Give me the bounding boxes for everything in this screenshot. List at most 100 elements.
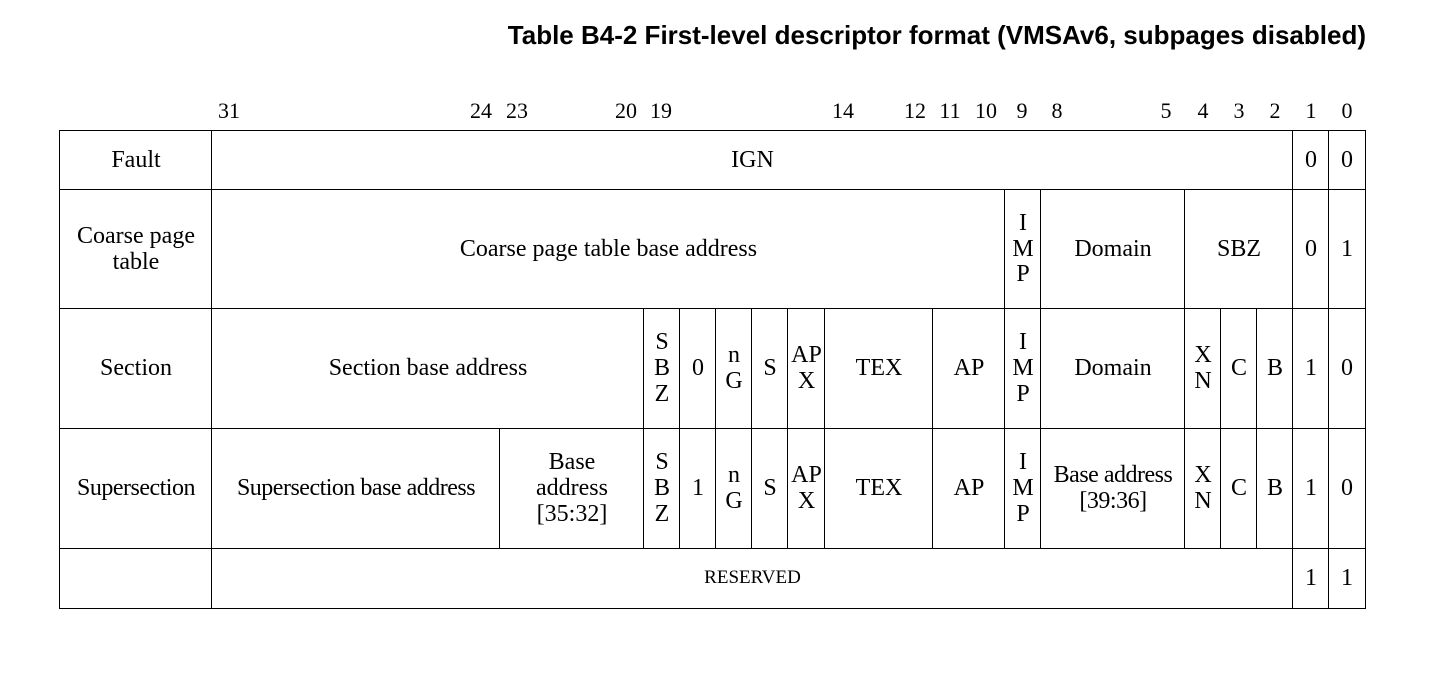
bit0-field: 1 — [1328, 548, 1366, 609]
sbz-field-label: SBZ — [1216, 235, 1261, 262]
xn-field: X N — [1184, 308, 1222, 430]
domain-field-label: Domain — [1074, 235, 1152, 262]
base-address-field-label: Supersection base address — [236, 475, 476, 502]
bit18-field: 1 — [679, 428, 717, 550]
ap-field-label: AP — [953, 355, 985, 382]
bit-number: 8 — [1051, 98, 1063, 123]
apx-field: AP X — [787, 308, 826, 430]
reserved-field: RESERVED — [211, 548, 1294, 609]
bit1-field-label: 0 — [1305, 235, 1317, 262]
bit18-field-label: 1 — [692, 475, 704, 502]
bit0-field: 0 — [1328, 428, 1366, 550]
tex-field-label: TEX — [855, 355, 903, 382]
sbz-field-label: S B Z — [653, 329, 670, 407]
domain-field-label: Domain — [1074, 355, 1152, 382]
bit1-field-label: 1 — [1305, 475, 1317, 502]
sbz-field-label: S B Z — [653, 449, 670, 527]
row-name: Fault — [59, 130, 213, 191]
tex-field: TEX — [824, 428, 934, 550]
tex-field: TEX — [824, 308, 934, 430]
bit-number: 19 — [650, 98, 672, 123]
imp-field: I M P — [1004, 428, 1042, 550]
bit1-field: 0 — [1292, 189, 1330, 310]
row-name-label: Fault — [111, 146, 161, 173]
extended-base-address-field: Base address [39:36] — [1040, 428, 1186, 550]
base-address-high-field: Base address [35:32] — [499, 428, 645, 550]
row-name-label: Supersection — [77, 475, 195, 502]
ap-field: AP — [932, 428, 1006, 550]
base-address-field-label: Section base address — [328, 355, 528, 382]
s-field: S — [751, 428, 789, 550]
apx-field: AP X — [787, 428, 826, 550]
bit0-field: 0 — [1328, 130, 1366, 191]
bit-number: 9 — [1016, 98, 1028, 123]
extended-base-address-field-label: Base address [39:36] — [1053, 462, 1173, 514]
bit-number: 3 — [1233, 98, 1245, 123]
xn-field-label: X N — [1194, 462, 1212, 514]
sbz-field: S B Z — [643, 308, 681, 430]
base-address-field: Supersection base address — [211, 428, 501, 550]
b-field: B — [1256, 308, 1294, 430]
bit1-field: 1 — [1292, 548, 1330, 609]
base-address-field: Coarse page table base address — [211, 189, 1006, 310]
imp-field-label: I M P — [1012, 329, 1034, 407]
bit1-field-label: 1 — [1305, 355, 1317, 382]
row-name: Section — [59, 308, 213, 430]
ap-field: AP — [932, 308, 1006, 430]
b-field-label: B — [1266, 355, 1283, 382]
domain-field: Domain — [1040, 308, 1186, 430]
row-name — [59, 548, 213, 609]
bit-number: 10 — [975, 98, 997, 123]
bit0-field-label: 1 — [1341, 235, 1353, 262]
s-field-label: S — [763, 355, 777, 382]
b-field-label: B — [1266, 475, 1283, 502]
bit1-field-label: 0 — [1305, 146, 1317, 173]
row-name-label: Coarse page table — [77, 222, 195, 275]
bit0-field-label: 1 — [1341, 564, 1353, 591]
sbz-field: S B Z — [643, 428, 681, 550]
reserved-field-label: RESERVED — [704, 567, 801, 589]
xn-field: X N — [1184, 428, 1222, 550]
bit-number: 2 — [1269, 98, 1281, 123]
imp-field: I M P — [1004, 189, 1042, 310]
bit-number: 5 — [1160, 98, 1172, 123]
imp-field-label: I M P — [1012, 209, 1034, 288]
bit0-field-label: 0 — [1341, 146, 1353, 173]
c-field: C — [1220, 428, 1258, 550]
ign-field-label: IGN — [731, 146, 774, 173]
apx-field-label: AP X — [791, 342, 822, 394]
bit-number: 31 — [218, 98, 240, 123]
bit-number: 24 — [470, 98, 492, 123]
bit-number: 20 — [615, 98, 637, 123]
bit-number: 0 — [1341, 98, 1353, 123]
bit-number: 1 — [1305, 98, 1317, 123]
base-address-field: Section base address — [211, 308, 645, 430]
apx-field-label: AP X — [791, 462, 822, 514]
ng-field-label: n G — [725, 342, 743, 394]
base-address-field-label: Coarse page table base address — [459, 235, 758, 262]
row-name-label: Section — [100, 355, 172, 382]
ap-field-label: AP — [953, 475, 985, 502]
s-field-label: S — [763, 475, 777, 502]
row-name: Coarse page table — [59, 189, 213, 310]
bit1-field-label: 1 — [1305, 564, 1317, 591]
s-field: S — [751, 308, 789, 430]
b-field: B — [1256, 428, 1294, 550]
imp-field-label: I M P — [1012, 449, 1034, 527]
ng-field: n G — [715, 428, 753, 550]
base-address-high-field-label: Base address [35:32] — [536, 449, 608, 527]
row-name: Supersection — [59, 428, 213, 550]
c-field: C — [1220, 308, 1258, 430]
xn-field-label: X N — [1194, 342, 1212, 394]
table-title: Table B4-2 First-level descriptor format… — [507, 20, 1366, 50]
bit0-field-label: 0 — [1341, 355, 1353, 382]
bit0-field: 1 — [1328, 189, 1366, 310]
ign-field: IGN — [211, 130, 1294, 191]
ng-field-label: n G — [725, 462, 743, 514]
ng-field: n G — [715, 308, 753, 430]
bit-number: 14 — [832, 98, 854, 123]
c-field-label: C — [1230, 355, 1247, 382]
bit1-field: 1 — [1292, 428, 1330, 550]
bit0-field-label: 0 — [1341, 475, 1353, 502]
bit-number: 23 — [506, 98, 528, 123]
